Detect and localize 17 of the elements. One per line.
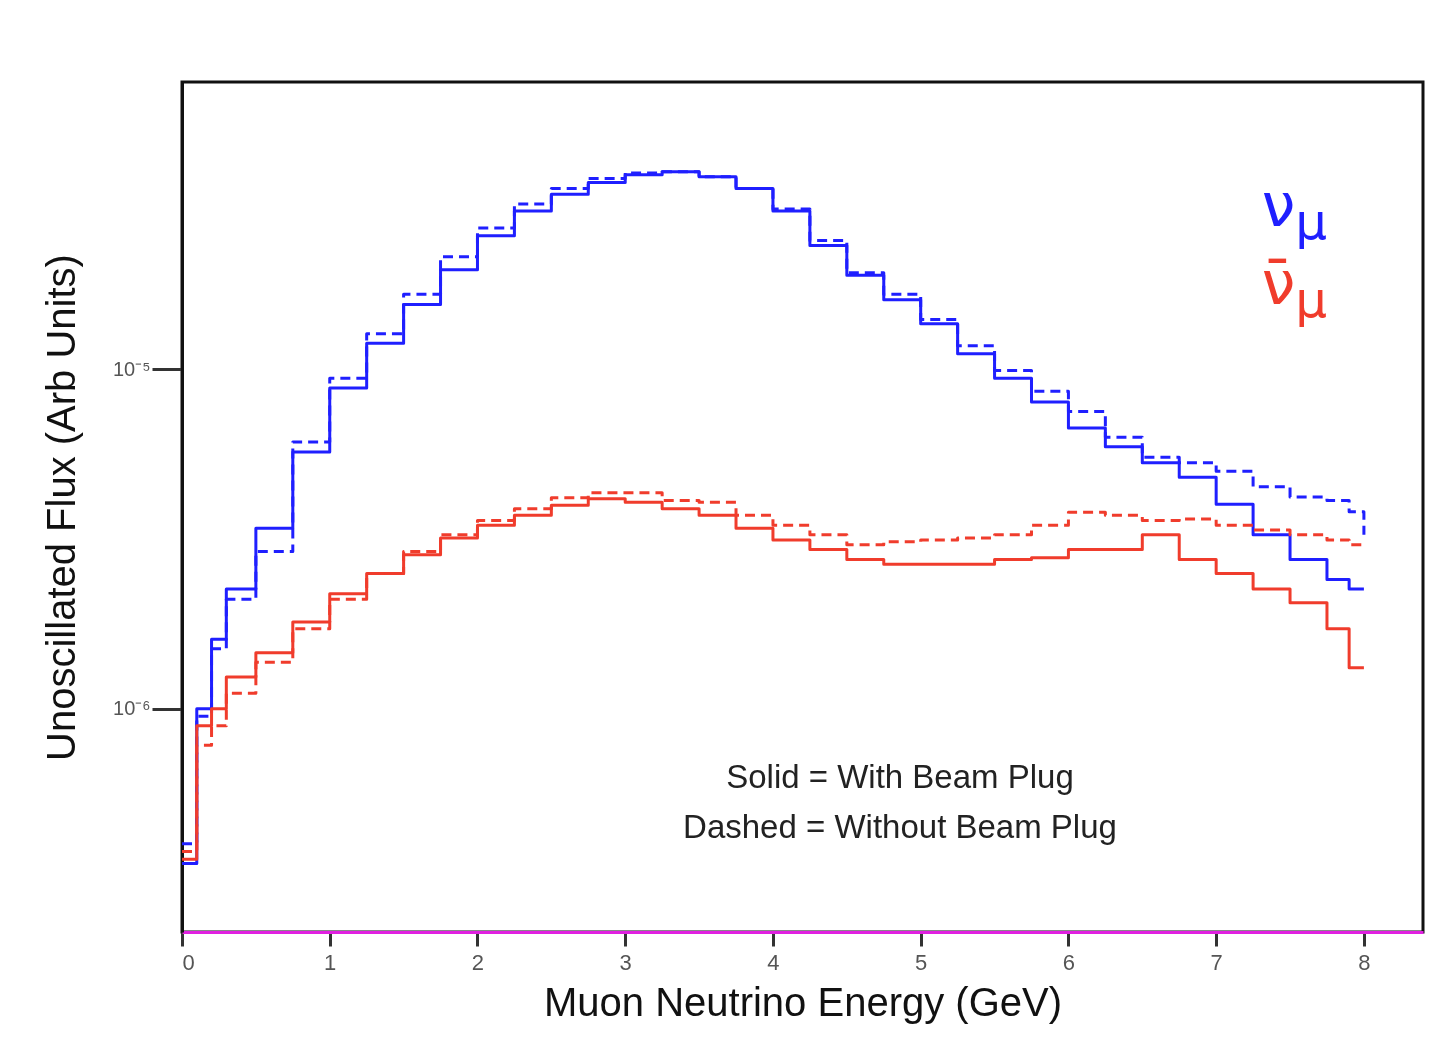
x-tick-label: 4 <box>767 949 780 975</box>
y-tick-label: 10⁻⁶ <box>113 697 151 720</box>
annotation: Dashed = Without Beam Plug <box>682 806 1118 847</box>
x-tick-label: 8 <box>1358 949 1371 975</box>
x-tick-label: 6 <box>1062 949 1076 975</box>
x-tick-label: 3 <box>619 949 632 975</box>
x-tick-label: 1 <box>324 949 337 975</box>
x-tick-label: 0 <box>182 949 195 975</box>
text: ν̄$_{μ}$ <box>1261 248 1327 329</box>
x-tick-label: 2 <box>471 949 485 975</box>
x-axis-title: Muon Neutrino Energy (GeV) <box>543 979 1063 1024</box>
y-tick-label: 10⁻⁵ <box>112 357 151 380</box>
x-tick-label: 7 <box>1210 949 1223 975</box>
x-tick-label: 5 <box>915 949 928 975</box>
y-axis-title: Unoscillated Flux (Arb Units) <box>38 254 83 761</box>
annotation: Solid = With Beam Plug <box>725 757 1075 797</box>
text: ν$_{μ}$ <box>1261 170 1327 251</box>
